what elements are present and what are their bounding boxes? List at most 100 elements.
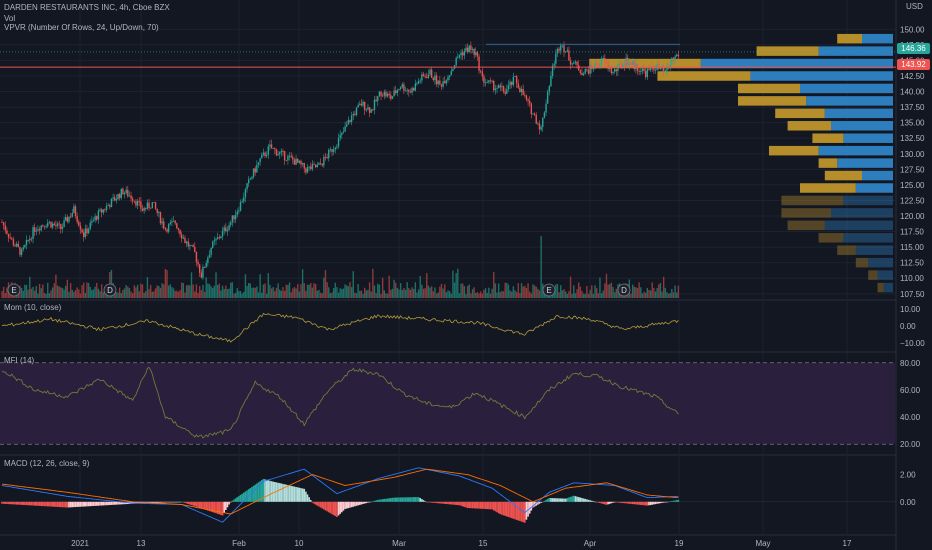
candle (279, 152, 281, 155)
volume-bar (440, 283, 443, 298)
candle (581, 72, 583, 76)
volume-bar (323, 277, 325, 298)
volume-bar (452, 270, 454, 298)
macd-histogram-bar (354, 501, 356, 507)
macd-histogram-bar (631, 501, 634, 505)
vpvr-up-bar (831, 208, 893, 218)
candle (452, 68, 454, 72)
candle (419, 80, 421, 82)
candle (383, 91, 385, 96)
macd-histogram-bar (414, 497, 417, 502)
macd-histogram-bar (497, 501, 500, 514)
candle (406, 89, 408, 91)
macd-histogram-bar (434, 501, 436, 503)
macd-histogram-bar (394, 497, 397, 502)
macd-histogram-bar (166, 501, 168, 503)
candle (226, 229, 229, 232)
candle (135, 201, 137, 206)
candle (305, 168, 307, 173)
macd-histogram-bar (419, 498, 422, 502)
candle (625, 57, 627, 66)
y-tick-label: 132.50 (900, 134, 925, 143)
volume-bar (257, 292, 260, 298)
candle (654, 70, 657, 71)
macd-histogram-bar (167, 501, 170, 503)
macd-histogram-bar (7, 501, 10, 505)
volume-bar (610, 282, 613, 298)
volume-bar (408, 288, 410, 298)
volume-bar (292, 288, 294, 298)
volume-bar (649, 290, 652, 298)
volume-bar (4, 293, 6, 298)
candle (448, 75, 451, 77)
macd-histogram-bar (28, 501, 31, 506)
candle (367, 107, 369, 110)
macd-histogram-bar (478, 501, 480, 509)
volume-bar (339, 288, 341, 298)
vpvr-up-bar (818, 46, 893, 56)
candle (502, 86, 505, 92)
vpvr-up-bar (824, 220, 893, 231)
volume-bar (341, 289, 343, 298)
macd-histogram-bar (590, 500, 593, 502)
volume-bar (576, 289, 578, 298)
candle (475, 52, 477, 55)
x-tick-label: 13 (137, 539, 146, 548)
candle (564, 51, 567, 53)
vpvr-down-bar (787, 220, 825, 231)
volume-bar (123, 288, 126, 298)
macd-histogram-bar (566, 498, 569, 502)
macd-histogram-bar (290, 485, 292, 502)
candle (244, 189, 247, 198)
volume-bar (66, 279, 69, 298)
candle (649, 66, 652, 70)
candle (550, 75, 552, 87)
volume-bar (571, 293, 573, 298)
mfi-tick-label: 20.00 (900, 440, 921, 449)
volume-bar (228, 288, 230, 298)
macd-histogram-bar (638, 501, 640, 505)
macd-histogram-bar (489, 501, 492, 510)
candle (493, 80, 495, 91)
candle (455, 57, 457, 66)
candle (635, 64, 637, 70)
macd-histogram-bar (537, 501, 539, 505)
macd-histogram-bar (617, 501, 619, 503)
macd-histogram-bar (269, 480, 271, 502)
macd-histogram-bar (546, 498, 549, 502)
volume-bar (613, 292, 616, 298)
volume-bar (466, 286, 469, 298)
candle (97, 210, 100, 220)
macd-histogram-bar (586, 499, 588, 502)
macd-histogram-bar (349, 501, 351, 508)
volume-bar (279, 289, 281, 298)
macd-histogram-bar (390, 498, 392, 502)
macd-histogram-bar (159, 501, 162, 503)
candle (42, 225, 44, 227)
candle (653, 68, 655, 71)
candle (256, 164, 258, 173)
candle (612, 71, 614, 74)
volume-bar (329, 293, 332, 298)
y-tick-label: 127.50 (900, 165, 925, 174)
volume-bar (522, 286, 524, 298)
macd-histogram-bar (646, 501, 649, 506)
volume-bar (37, 293, 39, 298)
macd-histogram-bar (292, 486, 294, 502)
candle (261, 154, 263, 159)
candle (19, 246, 21, 255)
macd-histogram-bar (277, 482, 279, 502)
candle (20, 249, 23, 255)
volume-bar (35, 286, 38, 298)
candle (442, 81, 444, 87)
macd-histogram-bar (671, 501, 673, 502)
volume-bar (288, 282, 291, 298)
mfi-line (1, 366, 679, 439)
candle (462, 52, 464, 56)
macd-histogram-bar (455, 501, 457, 505)
x-tick-label: Mar (392, 539, 406, 548)
candle (350, 115, 353, 122)
macd-histogram-bar (644, 501, 647, 506)
vpvr-up-bar (855, 245, 893, 255)
